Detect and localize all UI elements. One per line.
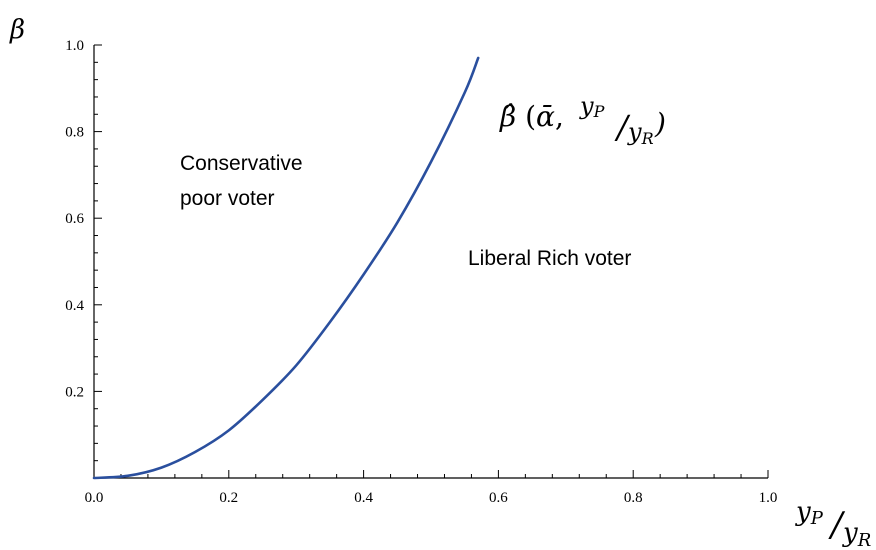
x-tick-label: 0.6 — [489, 490, 508, 506]
x-tick-label: 0.8 — [624, 490, 643, 506]
x-axis-label: yP / yR — [795, 497, 871, 550]
region-label-liberal: Liberal Rich voter — [468, 247, 631, 270]
svg-text:yR: yR — [627, 118, 654, 148]
y-tick-label: 1.0 — [65, 38, 84, 54]
region-label-conservative-line2: poor voter — [180, 187, 275, 210]
series-line — [92, 56, 480, 480]
x-label-numerator: y — [795, 497, 811, 527]
curve-label-num: y — [579, 92, 594, 120]
x-tick-label: 0.4 — [354, 490, 373, 506]
tick-labels: 0.0 0.2 0.4 0.6 0.8 1.0 0.2 0.4 0.6 0.8 1.0 — [65, 38, 777, 506]
curve-label-alpha: ᾱ — [536, 100, 555, 133]
x-label-denominator: y — [842, 518, 858, 548]
svg-text:β̂ (ᾱ,: β̂ (ᾱ, — [499, 100, 564, 133]
x-tick-label: 1.0 — [759, 490, 778, 506]
axes — [93, 45, 768, 479]
y-tick-label: 0.6 — [65, 211, 84, 227]
curve-label-num-sub: P — [593, 102, 605, 121]
x-tick-label: 0.2 — [219, 490, 238, 506]
svg-text:yP: yP — [579, 92, 605, 121]
curve-label-comma: , — [555, 100, 564, 133]
x-tick-label: 0.0 — [85, 490, 104, 506]
ticks — [93, 44, 769, 479]
x-label-denominator-sub: R — [857, 530, 872, 550]
y-tick-label: 0.4 — [65, 298, 84, 314]
svg-text:yR: yR — [842, 518, 871, 550]
curve-label-den-sub: R — [641, 129, 654, 148]
y-tick-label: 0.8 — [65, 125, 84, 141]
x-label-slash: / — [828, 505, 846, 545]
curve-label-den: y — [627, 118, 642, 146]
x-label-numerator-sub: P — [810, 508, 824, 529]
y-axis-label: β — [9, 15, 25, 45]
curve-label: β̂ (ᾱ, yP / yR ) — [499, 92, 666, 148]
region-label-conservative-line1: Conservative — [180, 152, 303, 175]
curve-label-close: ) — [654, 107, 666, 140]
curve-label-slash: / — [614, 108, 631, 146]
svg-text:yP: yP — [795, 497, 824, 529]
y-tick-label: 0.2 — [65, 384, 84, 400]
curve-label-symbol: β̂ — [499, 100, 516, 133]
curve-label-open: ( — [516, 100, 536, 133]
curve-layer — [92, 56, 480, 480]
